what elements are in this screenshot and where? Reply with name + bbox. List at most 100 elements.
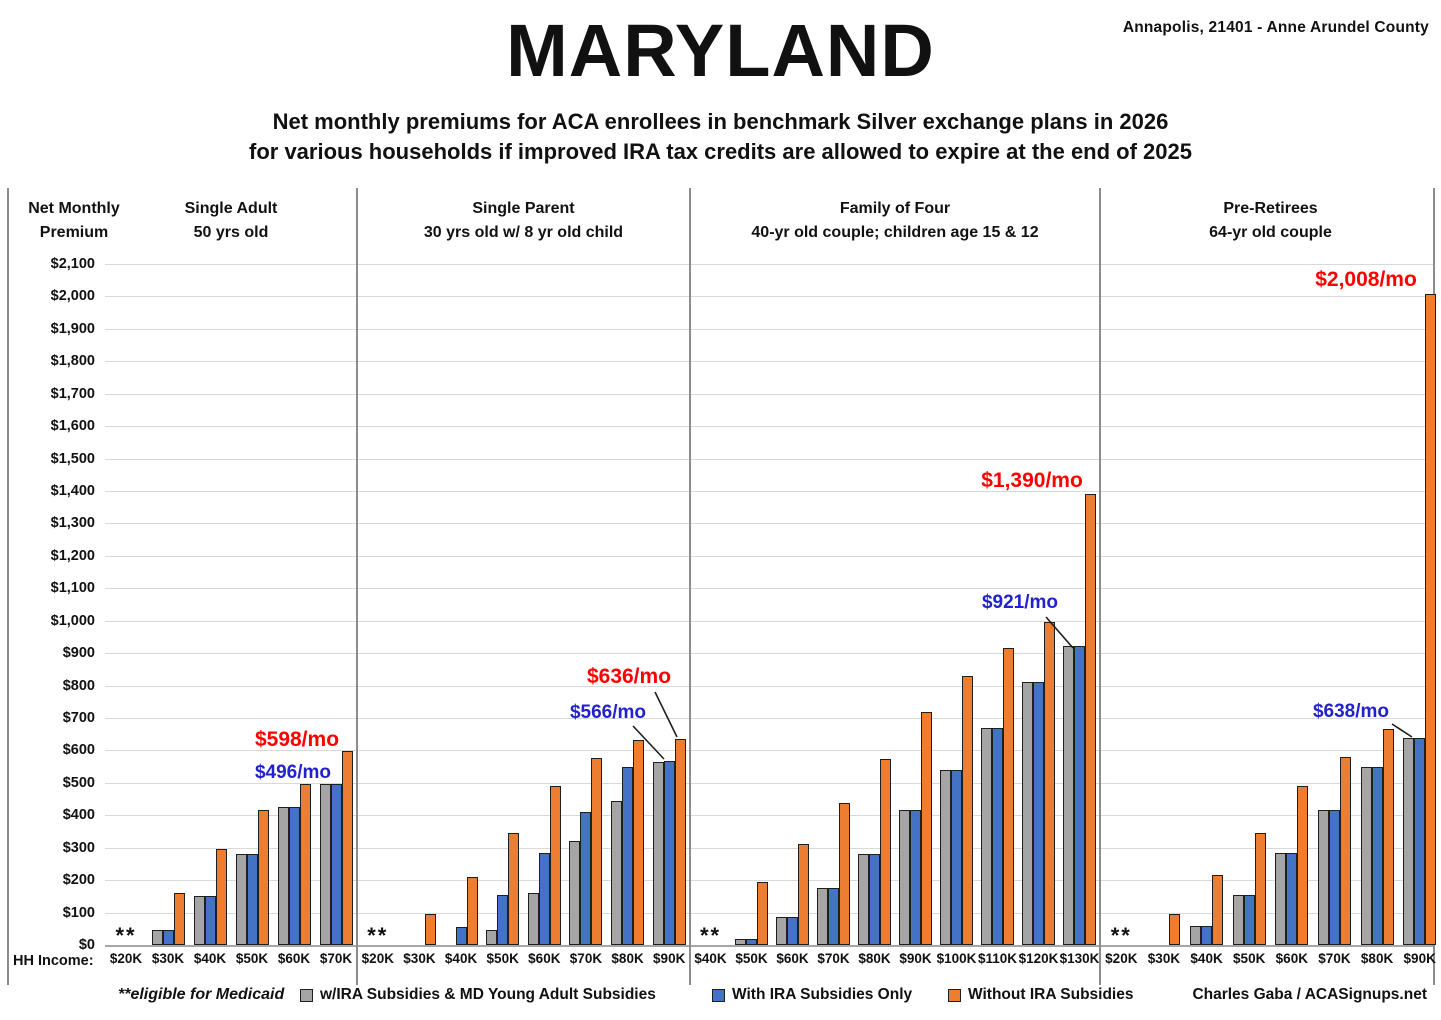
income-tick-label: $40K bbox=[193, 951, 227, 966]
y-tick-label: $1,700 bbox=[50, 385, 95, 402]
bar-gray bbox=[193, 896, 205, 945]
bar-gray bbox=[1360, 767, 1372, 945]
bar-orange bbox=[674, 739, 686, 945]
bar-blue bbox=[787, 917, 798, 945]
bar-group bbox=[813, 264, 854, 945]
bar-orange bbox=[215, 849, 227, 945]
bar-orange bbox=[1085, 494, 1096, 945]
panel-header-line1: Single Adult bbox=[184, 200, 278, 217]
panel-header: Single Parent 30 yrs old w/ 8 yr old chil… bbox=[327, 197, 720, 245]
bar-group bbox=[772, 264, 813, 945]
bar-blue bbox=[1201, 926, 1213, 945]
income-tick-label: $130K bbox=[1059, 951, 1100, 966]
bar-blue bbox=[162, 930, 174, 945]
income-tick-label: $70K bbox=[1318, 951, 1351, 966]
bar-orange bbox=[341, 751, 353, 945]
bar-group bbox=[936, 264, 977, 945]
bar-group bbox=[147, 264, 189, 945]
bar-blue bbox=[622, 767, 634, 945]
bar-group bbox=[1356, 264, 1399, 945]
bar-gray bbox=[940, 770, 951, 945]
bar-blue bbox=[246, 854, 258, 945]
bar-gray bbox=[1232, 895, 1244, 945]
bar-orange bbox=[1425, 294, 1437, 945]
bar-gray bbox=[527, 893, 539, 945]
income-tick-label: $110K bbox=[977, 951, 1018, 966]
income-tick-label: $60K bbox=[277, 951, 311, 966]
bar-orange bbox=[508, 833, 520, 945]
y-tick-label: $1,000 bbox=[50, 612, 95, 629]
y-tick-label: $1,900 bbox=[50, 320, 95, 337]
panel-separator bbox=[356, 188, 358, 985]
y-tick-label: $200 bbox=[62, 872, 95, 889]
bar-gray bbox=[776, 917, 787, 945]
bar-group bbox=[1398, 264, 1441, 945]
gridline bbox=[105, 685, 1434, 687]
medicaid-asterisks: ** bbox=[699, 923, 722, 948]
panel-header-line2: 64-yr old couple bbox=[1209, 224, 1332, 241]
bar-gray bbox=[611, 801, 623, 945]
income-tick-label: $20K bbox=[1105, 951, 1138, 966]
panel-header-line1: Single Parent bbox=[472, 200, 575, 217]
bar-group bbox=[565, 264, 607, 945]
bar-group bbox=[273, 264, 315, 945]
bar-orange bbox=[962, 676, 973, 945]
bar-value-annotation: $496/mo bbox=[254, 762, 332, 783]
bar-orange bbox=[757, 882, 768, 945]
hh-income-label: HH Income: bbox=[13, 953, 94, 969]
gridline bbox=[105, 750, 1434, 752]
bar-orange bbox=[299, 784, 311, 945]
bar-blue bbox=[869, 854, 880, 945]
bar-orange bbox=[839, 803, 850, 945]
bar-blue bbox=[1414, 738, 1426, 945]
bar-blue bbox=[204, 896, 216, 945]
income-tick-label: $100K bbox=[936, 951, 977, 966]
bar-orange bbox=[257, 810, 269, 945]
bar-gray bbox=[858, 854, 869, 945]
gridline bbox=[105, 523, 1434, 525]
gridline bbox=[105, 555, 1434, 557]
y-tick-label: $1,200 bbox=[50, 547, 95, 564]
bar-blue bbox=[1074, 646, 1085, 945]
y-tick-label: $0 bbox=[78, 937, 95, 953]
bar-group bbox=[1018, 264, 1059, 945]
panel-separator bbox=[1099, 188, 1101, 985]
bar-group bbox=[231, 264, 273, 945]
y-tick-label: $300 bbox=[62, 839, 95, 856]
bar-gray bbox=[1317, 810, 1329, 945]
gridline bbox=[105, 653, 1434, 655]
bar-group: ** bbox=[105, 264, 147, 948]
legend-item-label: w/IRA Subsidies & MD Young Adult Subsidi… bbox=[320, 986, 656, 1003]
legend-swatch bbox=[712, 988, 725, 1002]
panel-separator bbox=[689, 188, 691, 985]
medicaid-asterisks: ** bbox=[1110, 923, 1132, 948]
bar-value-annotation: $636/mo bbox=[586, 665, 672, 688]
y-tick-label: $1,600 bbox=[50, 418, 95, 435]
bar-value-annotation: $598/mo bbox=[254, 728, 340, 751]
gridline bbox=[105, 815, 1434, 817]
income-tick-label: $70K bbox=[319, 951, 353, 966]
bar-group bbox=[1313, 264, 1356, 945]
bar-blue bbox=[538, 853, 550, 945]
gridline bbox=[105, 847, 1434, 849]
legend-item-label: With IRA Subsidies Only bbox=[732, 986, 913, 1003]
bar-orange bbox=[1297, 786, 1309, 945]
bar-gray bbox=[899, 810, 910, 945]
income-tick-label: $30K bbox=[403, 951, 436, 966]
bar-gray bbox=[981, 728, 992, 945]
bar-value-annotation: $1,390/mo bbox=[981, 469, 1083, 492]
income-tick-label: $70K bbox=[817, 951, 850, 966]
y-tick-label: $400 bbox=[62, 807, 95, 824]
income-tick-label: $30K bbox=[1147, 951, 1181, 966]
legend-item-label: Without IRA Subsidies bbox=[968, 986, 1134, 1003]
legend-item: With IRA Subsidies Only bbox=[712, 986, 912, 1004]
bar-group bbox=[607, 264, 649, 945]
bar-gray bbox=[1063, 646, 1074, 945]
bar-orange bbox=[1339, 757, 1351, 945]
gridline bbox=[105, 782, 1434, 784]
y-tick-label: $1,100 bbox=[50, 580, 95, 597]
chart-title: MARYLAND bbox=[506, 9, 935, 92]
gridline bbox=[105, 296, 1434, 298]
y-tick-label: $500 bbox=[62, 774, 95, 791]
